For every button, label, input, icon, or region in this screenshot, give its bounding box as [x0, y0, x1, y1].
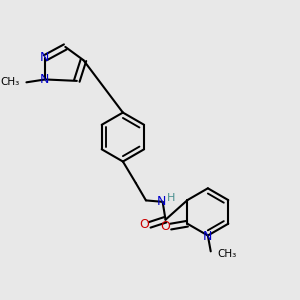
Text: O: O: [140, 218, 149, 231]
Text: CH₃: CH₃: [217, 249, 236, 259]
Text: H: H: [167, 193, 175, 203]
Text: CH₃: CH₃: [1, 77, 20, 87]
Text: N: N: [40, 73, 50, 86]
Text: N: N: [157, 195, 166, 208]
Text: O: O: [160, 220, 170, 233]
Text: N: N: [203, 230, 212, 243]
Text: N: N: [40, 51, 50, 64]
